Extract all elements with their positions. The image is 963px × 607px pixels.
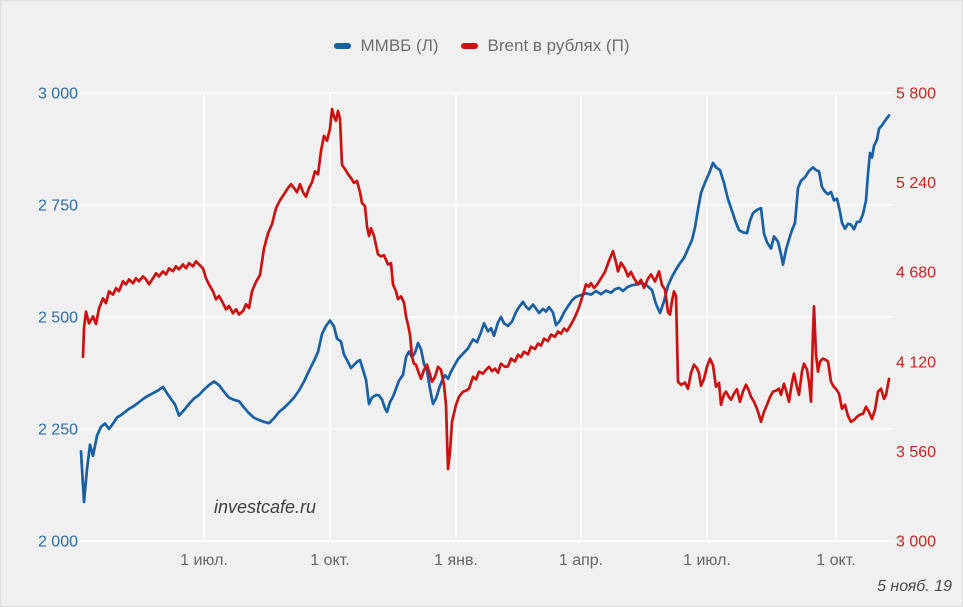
legend-swatch-brent-icon [460,42,478,49]
series-line-brent [81,107,891,471]
y-axis-left-tick-label: 3 000 [38,86,78,103]
watermark: investcafe.ru [214,497,317,517]
y-axis-left-tick-label: 2 000 [38,534,78,551]
y-axis-right-tick-label: 5 240 [896,175,936,192]
y-axis-left-tick-label: 2 500 [38,310,78,327]
x-axis-tick-label: 1 окт. [816,552,855,569]
x-axis-tick-label: 1 окт. [310,552,349,569]
legend-swatch-mmvb-icon [333,42,351,49]
legend: ММВБ (Л) Brent в рублях (П) [1,37,962,54]
legend-label-mmvb: ММВБ (Л) [360,36,439,55]
x-axis-tick-label: 1 апр. [559,552,603,569]
series-line-mmvb [79,114,891,504]
y-axis-right-tick-label: 4 680 [896,265,936,282]
x-axis-tick-label: 1 янв. [434,552,478,569]
x-axis-tick-label: 1 июл. [683,552,731,569]
y-axis-left-tick-label: 2 750 [38,198,78,215]
y-axis-right-tick-label: 3 000 [896,534,936,551]
legend-item-mmvb[interactable]: ММВБ (Л) [333,36,439,55]
y-axis-right-tick-label: 3 560 [896,444,936,461]
y-axis-right-tick-label: 5 800 [896,86,936,103]
y-axis-right-tick-label: 4 120 [896,354,936,371]
footer-date: 5 нояб. 19 [877,578,952,595]
legend-item-brent[interactable]: Brent в рублях (П) [460,36,630,55]
x-axis-tick-label: 1 июл. [180,552,228,569]
legend-label-brent: Brent в рублях (П) [487,36,630,55]
y-axis-left-tick-label: 2 250 [38,422,78,439]
